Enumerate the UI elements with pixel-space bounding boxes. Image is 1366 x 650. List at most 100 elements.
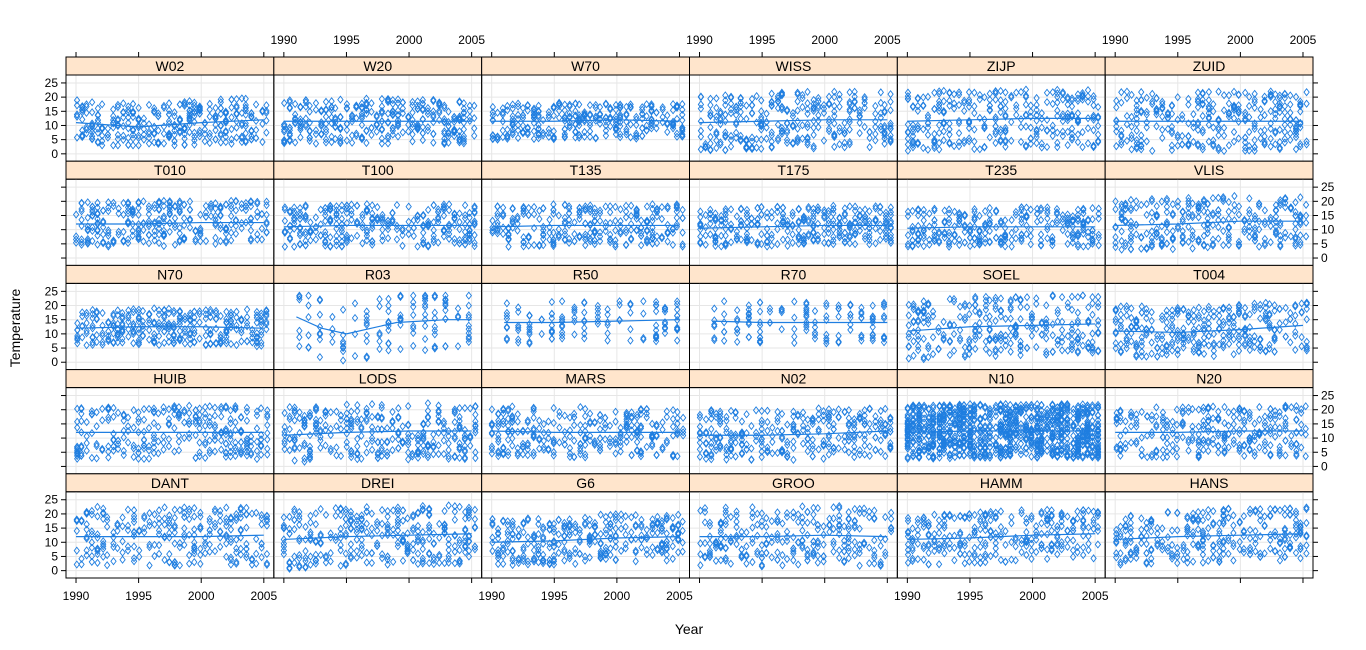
data-point xyxy=(94,231,101,240)
data-point xyxy=(768,89,775,98)
data-point xyxy=(191,108,198,117)
data-point xyxy=(679,116,686,125)
data-point xyxy=(596,216,604,226)
data-point xyxy=(242,136,249,145)
data-point xyxy=(920,234,927,243)
data-point xyxy=(791,324,798,334)
data-point xyxy=(135,210,142,220)
strip-label: T175 xyxy=(777,162,809,178)
data-point xyxy=(327,233,334,242)
data-point xyxy=(441,137,448,147)
data-point xyxy=(727,205,735,214)
data-point xyxy=(328,97,335,106)
data-point xyxy=(1138,95,1145,104)
data-point xyxy=(281,125,288,134)
data-point xyxy=(328,102,335,111)
data-point xyxy=(1002,142,1009,151)
data-point xyxy=(1159,112,1166,121)
data-point xyxy=(222,223,230,233)
data-point xyxy=(971,137,978,146)
data-point xyxy=(454,342,462,351)
data-point xyxy=(643,126,650,135)
data-point xyxy=(617,121,624,131)
data-point xyxy=(1068,133,1076,142)
data-point xyxy=(861,122,868,132)
data-point xyxy=(931,216,938,225)
data-point xyxy=(794,97,801,106)
data-point xyxy=(322,127,330,137)
data-point xyxy=(1235,134,1242,143)
data-point xyxy=(861,93,868,102)
data-point xyxy=(986,95,993,104)
data-point xyxy=(389,106,396,116)
data-point xyxy=(971,88,978,97)
data-point xyxy=(1095,241,1102,250)
data-point xyxy=(217,131,224,140)
data-point xyxy=(861,103,868,112)
data-point xyxy=(368,107,375,116)
data-point xyxy=(441,127,448,136)
strip-label: T235 xyxy=(985,162,1017,178)
data-point xyxy=(1276,107,1283,117)
data-point xyxy=(207,204,215,213)
data-point xyxy=(763,123,770,132)
data-point xyxy=(1017,87,1025,97)
data-point xyxy=(550,134,557,144)
data-point xyxy=(713,128,720,137)
data-point xyxy=(679,126,686,136)
data-point xyxy=(98,131,106,140)
data-point xyxy=(713,136,720,145)
data-point xyxy=(1220,216,1227,225)
data-point xyxy=(1225,240,1232,250)
data-point xyxy=(460,99,467,108)
data-point xyxy=(155,230,163,239)
data-point xyxy=(120,210,127,219)
data-point xyxy=(697,104,705,113)
data-point xyxy=(454,304,462,313)
data-point xyxy=(171,126,178,135)
data-point xyxy=(135,197,142,207)
data-point xyxy=(1251,119,1258,128)
data-point xyxy=(217,95,224,104)
data-point xyxy=(804,87,811,97)
data-point xyxy=(114,116,122,125)
data-point xyxy=(673,114,681,124)
data-point xyxy=(652,321,660,330)
data-point xyxy=(545,132,553,142)
data-point xyxy=(445,234,453,243)
data-point xyxy=(456,97,463,106)
data-point xyxy=(607,113,614,122)
data-point xyxy=(465,291,472,300)
data-point xyxy=(363,99,370,108)
data-point xyxy=(252,125,260,135)
data-point xyxy=(1231,216,1238,225)
data-point xyxy=(717,116,724,125)
data-point xyxy=(768,142,775,151)
data-point xyxy=(410,302,417,311)
data-point xyxy=(1002,127,1009,136)
data-point xyxy=(774,207,781,216)
data-point xyxy=(430,129,437,138)
data-point xyxy=(639,131,646,141)
data-point xyxy=(778,325,785,334)
data-point xyxy=(887,106,894,115)
data-point xyxy=(176,122,184,132)
data-point xyxy=(1297,119,1304,129)
data-point xyxy=(115,204,122,213)
data-point xyxy=(368,123,375,132)
data-point xyxy=(1149,97,1156,106)
data-point xyxy=(602,113,610,122)
data-point xyxy=(1287,108,1294,117)
data-point xyxy=(409,97,416,107)
data-point xyxy=(673,101,681,110)
data-point xyxy=(856,106,863,115)
data-point xyxy=(384,94,392,104)
data-point xyxy=(920,101,927,111)
data-point xyxy=(151,108,158,117)
data-point xyxy=(238,337,245,346)
data-point xyxy=(707,230,714,239)
x-tick-label: 1990 xyxy=(270,33,297,47)
data-point xyxy=(1007,305,1014,314)
data-point xyxy=(711,304,718,313)
data-point xyxy=(94,218,101,228)
